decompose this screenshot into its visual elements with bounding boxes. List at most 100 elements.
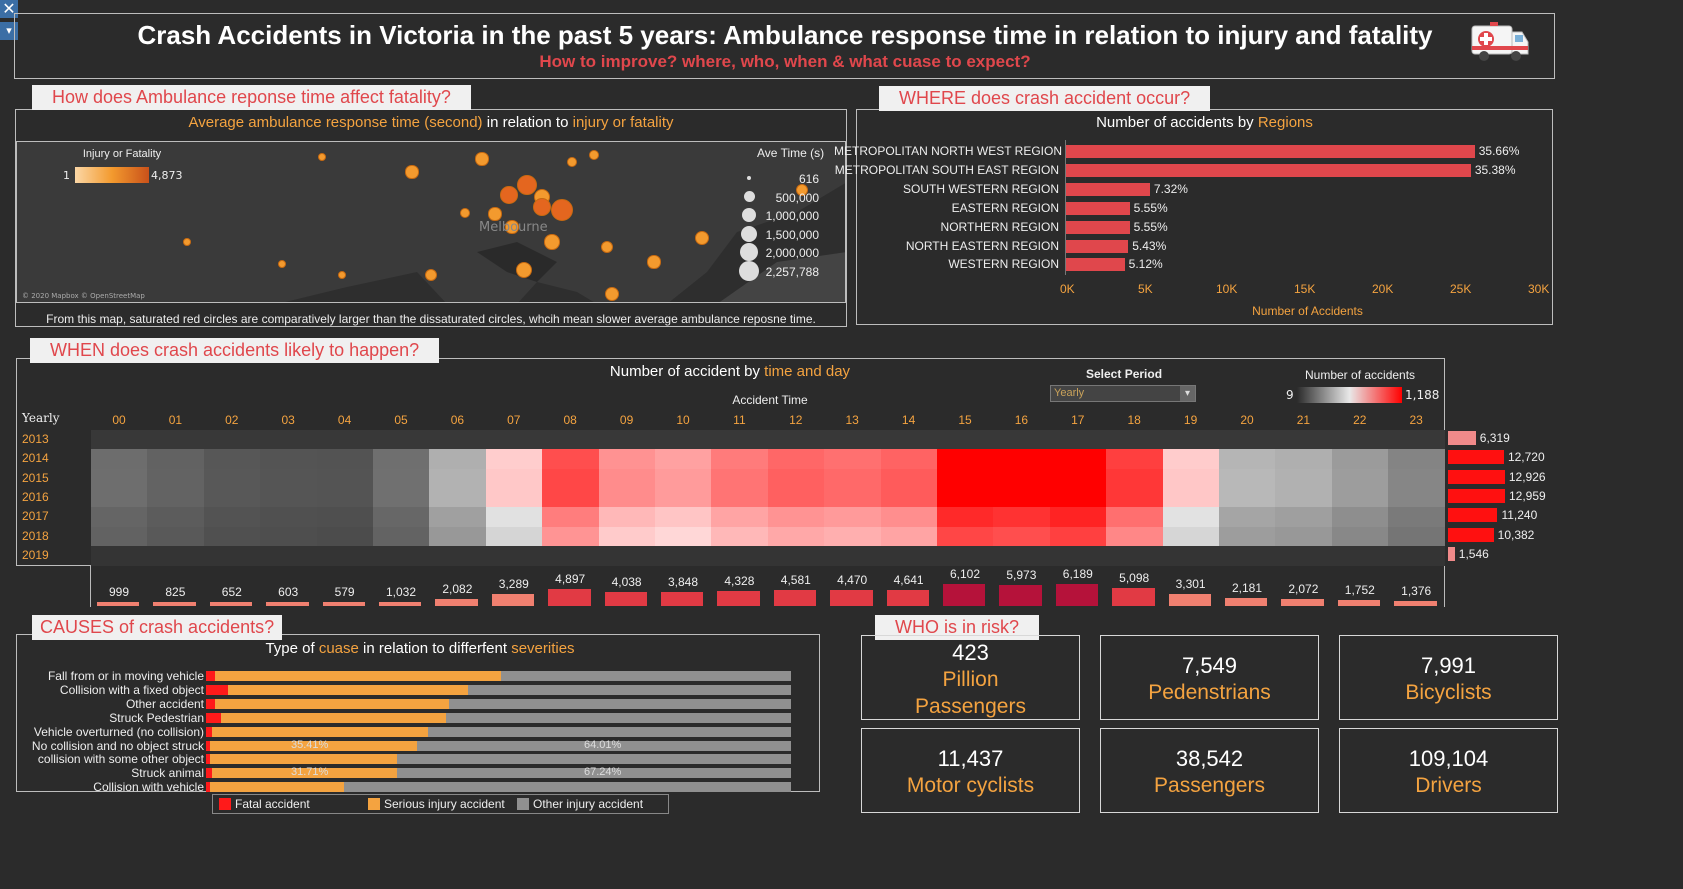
heatmap-cell[interactable] [1275, 526, 1333, 547]
heatmap-cell[interactable] [1049, 468, 1107, 489]
heatmap-cell[interactable] [1162, 468, 1220, 489]
heatmap-cell[interactable] [316, 526, 374, 547]
heatmap-cell[interactable] [1049, 545, 1107, 566]
map-bubble[interactable] [183, 238, 191, 246]
hour-total-bar[interactable] [1394, 601, 1437, 606]
year-total-bar[interactable] [1448, 469, 1505, 484]
heatmap-cell[interactable] [1388, 449, 1446, 470]
heatmap-cell[interactable] [542, 449, 600, 470]
year-total-bar[interactable] [1448, 508, 1498, 523]
select-period-dropdown[interactable]: Yearly ▾ [1050, 385, 1196, 402]
heatmap-cell[interactable] [767, 449, 825, 470]
hour-total-bar[interactable] [1281, 598, 1324, 606]
heatmap-cell[interactable] [1162, 487, 1220, 508]
map-bubble[interactable] [589, 150, 599, 160]
heatmap-cell[interactable] [1219, 430, 1276, 450]
cause-segment[interactable] [396, 754, 791, 765]
heatmap-cell[interactable] [1331, 468, 1389, 489]
heatmap-cell[interactable] [993, 449, 1051, 470]
heatmap-cell[interactable] [1275, 430, 1333, 450]
heatmap-cell[interactable] [1049, 430, 1107, 450]
cause-segment[interactable] [209, 740, 417, 751]
heatmap-cell[interactable] [1388, 526, 1446, 547]
hour-total-bar[interactable] [266, 602, 309, 606]
heatmap-cell[interactable] [711, 430, 769, 450]
heatmap-cell[interactable] [937, 545, 994, 566]
heatmap-cell[interactable] [260, 545, 318, 566]
cause-segment[interactable] [228, 684, 469, 695]
heatmap-cell[interactable] [203, 468, 261, 489]
map-bubble[interactable] [516, 174, 538, 196]
heatmap-cell[interactable] [316, 468, 374, 489]
heatmap-cell[interactable] [711, 449, 769, 470]
heatmap-cell[interactable] [880, 526, 938, 547]
heatmap-cell[interactable] [429, 507, 487, 527]
hour-total-bar[interactable] [886, 589, 929, 606]
heatmap-cell[interactable] [373, 487, 430, 508]
cause-segment[interactable] [206, 726, 212, 737]
cause-segment[interactable] [220, 712, 446, 723]
heatmap-cell[interactable] [91, 430, 148, 450]
region-bar[interactable] [1066, 182, 1150, 196]
heatmap-cell[interactable] [373, 449, 430, 470]
heatmap-cell[interactable] [767, 430, 825, 450]
hour-total-bar[interactable] [491, 594, 535, 606]
heatmap-cell[interactable] [1219, 526, 1276, 547]
heatmap-cell[interactable] [937, 507, 994, 527]
heatmap-cell[interactable] [767, 507, 825, 527]
heatmap-cell[interactable] [316, 545, 374, 566]
heatmap-cell[interactable] [1219, 487, 1276, 508]
hour-total-bar[interactable] [97, 602, 140, 606]
map-bubble[interactable] [604, 286, 620, 302]
heatmap-cell[interactable] [880, 545, 938, 566]
heatmap-cell[interactable] [91, 468, 148, 489]
heatmap-cell[interactable] [824, 507, 882, 527]
heatmap-cell[interactable] [1106, 430, 1164, 450]
cause-segment[interactable] [468, 684, 791, 695]
cause-segment[interactable] [214, 698, 449, 709]
cause-segment[interactable] [206, 768, 212, 779]
hour-total-bar[interactable] [1112, 587, 1155, 606]
heatmap-cell[interactable] [1219, 468, 1276, 489]
cause-segment[interactable] [344, 782, 791, 793]
heatmap-cell[interactable] [260, 468, 318, 489]
heatmap-cell[interactable] [824, 487, 882, 508]
heatmap-cell[interactable] [542, 468, 600, 489]
cause-segment[interactable] [206, 698, 215, 709]
heatmap-cell[interactable] [1106, 449, 1164, 470]
heatmap-cell[interactable] [1275, 507, 1333, 527]
year-total-bar[interactable] [1448, 450, 1504, 465]
heatmap-cell[interactable] [542, 526, 600, 547]
heatmap-cell[interactable] [373, 507, 430, 527]
heatmap-cell[interactable] [1331, 487, 1389, 508]
region-bar[interactable] [1066, 201, 1130, 215]
heatmap-cell[interactable] [937, 468, 994, 489]
heatmap-cell[interactable] [993, 468, 1051, 489]
hour-total-bar[interactable] [943, 584, 986, 606]
heatmap-cell[interactable] [542, 507, 600, 527]
heatmap-cell[interactable] [542, 545, 600, 566]
heatmap-cell[interactable] [1331, 545, 1389, 566]
heatmap-cell[interactable] [880, 507, 938, 527]
heatmap-cell[interactable] [655, 487, 712, 508]
heatmap-cell[interactable] [1388, 430, 1446, 450]
heatmap-cell[interactable] [1106, 487, 1164, 508]
map-bubble[interactable] [488, 207, 502, 221]
heatmap-cell[interactable] [880, 449, 938, 470]
heatmap-cell[interactable] [203, 449, 261, 470]
heatmap-cell[interactable] [824, 526, 882, 547]
hour-total-bar[interactable] [661, 592, 704, 606]
heatmap-cell[interactable] [316, 507, 374, 527]
heatmap-cell[interactable] [598, 526, 656, 547]
heatmap-cell[interactable] [767, 526, 825, 547]
response-time-map[interactable]: Melbourne © 2020 Mapbox © OpenStreetMap … [16, 141, 846, 303]
heatmap-cell[interactable] [824, 449, 882, 470]
heatmap-cell[interactable] [1388, 507, 1446, 527]
map-bubble[interactable] [475, 152, 489, 166]
heatmap-cell[interactable] [1331, 526, 1389, 547]
heatmap-cell[interactable] [91, 545, 148, 566]
heatmap-cell[interactable] [429, 487, 487, 508]
heatmap-cell[interactable] [429, 430, 487, 450]
heatmap-cell[interactable] [1162, 526, 1220, 547]
hour-total-bar[interactable] [830, 590, 873, 606]
